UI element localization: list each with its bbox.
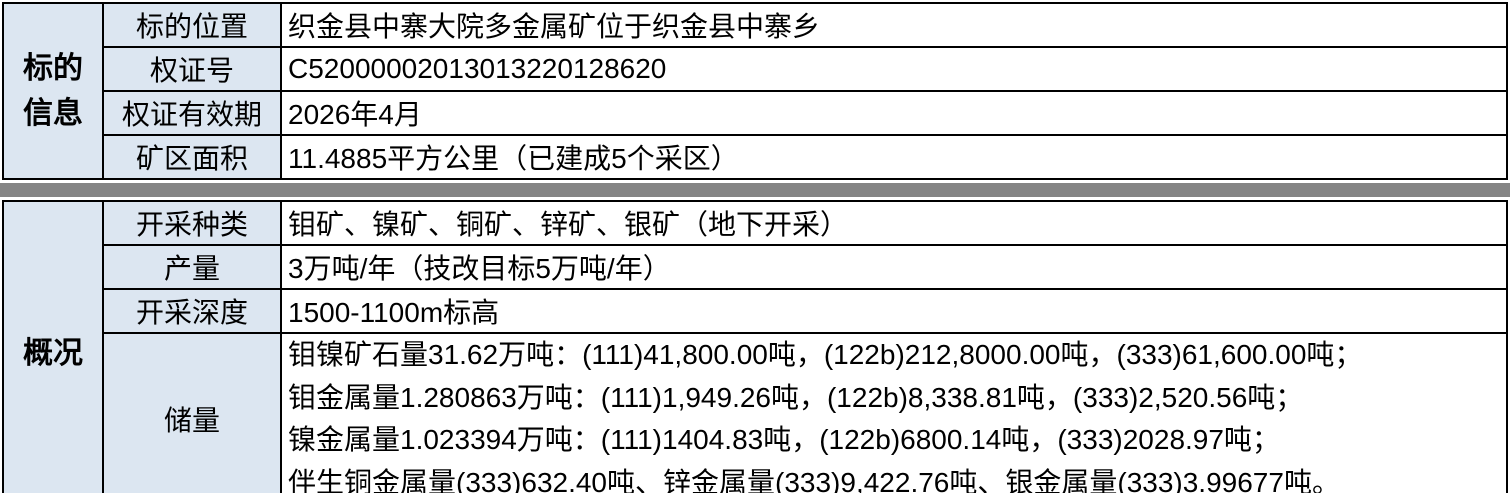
table-row: 权证号 C52000002013013220128620 — [3, 46, 1508, 92]
table-row: 概况 开采种类 钼矿、镍矿、铜矿、锌矿、银矿（地下开采） — [2, 199, 1508, 493]
row-label-mining-depth: 开采深度 — [102, 288, 282, 334]
separator-bar — [0, 183, 1510, 197]
row-value-mining-type: 钼矿、镍矿、铜矿、锌矿、银矿（地下开采） — [280, 200, 1508, 246]
row-value-mining-depth: 1500-1100m标高 — [280, 288, 1508, 334]
row-label-license-number: 权证号 — [102, 46, 282, 92]
row-label-mining-type: 开采种类 — [102, 200, 282, 246]
subject-info-table: 标的 信息 标的位置 织金县中寨大院多金属矿位于织金县中寨乡 权证号 C5200… — [2, 2, 1508, 180]
row-value-subject-location: 织金县中寨大院多金属矿位于织金县中寨乡 — [280, 2, 1508, 48]
reserves-line-nickel: 镍金属量1.023394万吨：(111)1404.83吨，(122b)6800.… — [288, 424, 1280, 456]
table-row: 矿区面积 11.4885平方公里（已建成5个采区） — [3, 134, 1508, 180]
row-value-license-validity: 2026年4月 — [280, 90, 1508, 136]
row-label-output: 产量 — [102, 244, 282, 290]
reserves-line-molybdenum: 钼金属量1.280863万吨：(111)1,949.26吨，(122b)8,33… — [288, 381, 1304, 413]
group-label-line: 概况 — [23, 336, 83, 370]
table-row: 储量 钼镍矿石量31.62万吨：(111)41,800.00吨，(122b)21… — [3, 331, 1508, 493]
group-label-line: 信息 — [23, 97, 83, 130]
table-row: 产量 3万吨/年（技改目标5万吨/年） — [3, 244, 1508, 290]
row-value-license-number: C52000002013013220128620 — [280, 46, 1508, 92]
row-value-output: 3万吨/年（技改目标5万吨/年） — [280, 244, 1508, 290]
section-separator — [0, 180, 1510, 200]
reserves-line-ore: 钼镍矿石量31.62万吨：(111)41,800.00吨，(122b)212,8… — [288, 339, 1363, 370]
row-label-subject-location: 标的位置 — [102, 2, 282, 48]
overview-table: 概况 开采种类 钼矿、镍矿、铜矿、锌矿、银矿（地下开采） 产量 3万吨/年（技改… — [2, 199, 1508, 493]
row-value-reserves: 钼镍矿石量31.62万吨：(111)41,800.00吨，(122b)212,8… — [280, 331, 1508, 493]
row-label-license-validity: 权证有效期 — [102, 90, 282, 136]
group-cell-overview: 概况 — [2, 199, 104, 493]
table-row: 标的 信息 标的位置 织金县中寨大院多金属矿位于织金县中寨乡 — [2, 2, 1508, 180]
reserves-line-associated-metals: 伴生铜金属量(333)632.40吨、锌金属量(333)9,422.76吨、银金… — [288, 466, 1340, 493]
group-label-line: 标的 — [23, 52, 83, 85]
table-row: 权证有效期 2026年4月 — [3, 90, 1508, 136]
group-cell-subject-info: 标的 信息 — [2, 2, 104, 180]
table-row: 开采深度 1500-1100m标高 — [3, 288, 1508, 334]
row-label-reserves: 储量 — [102, 331, 282, 493]
row-value-mine-area: 11.4885平方公里（已建成5个采区） — [280, 134, 1508, 180]
row-label-mine-area: 矿区面积 — [102, 134, 282, 180]
